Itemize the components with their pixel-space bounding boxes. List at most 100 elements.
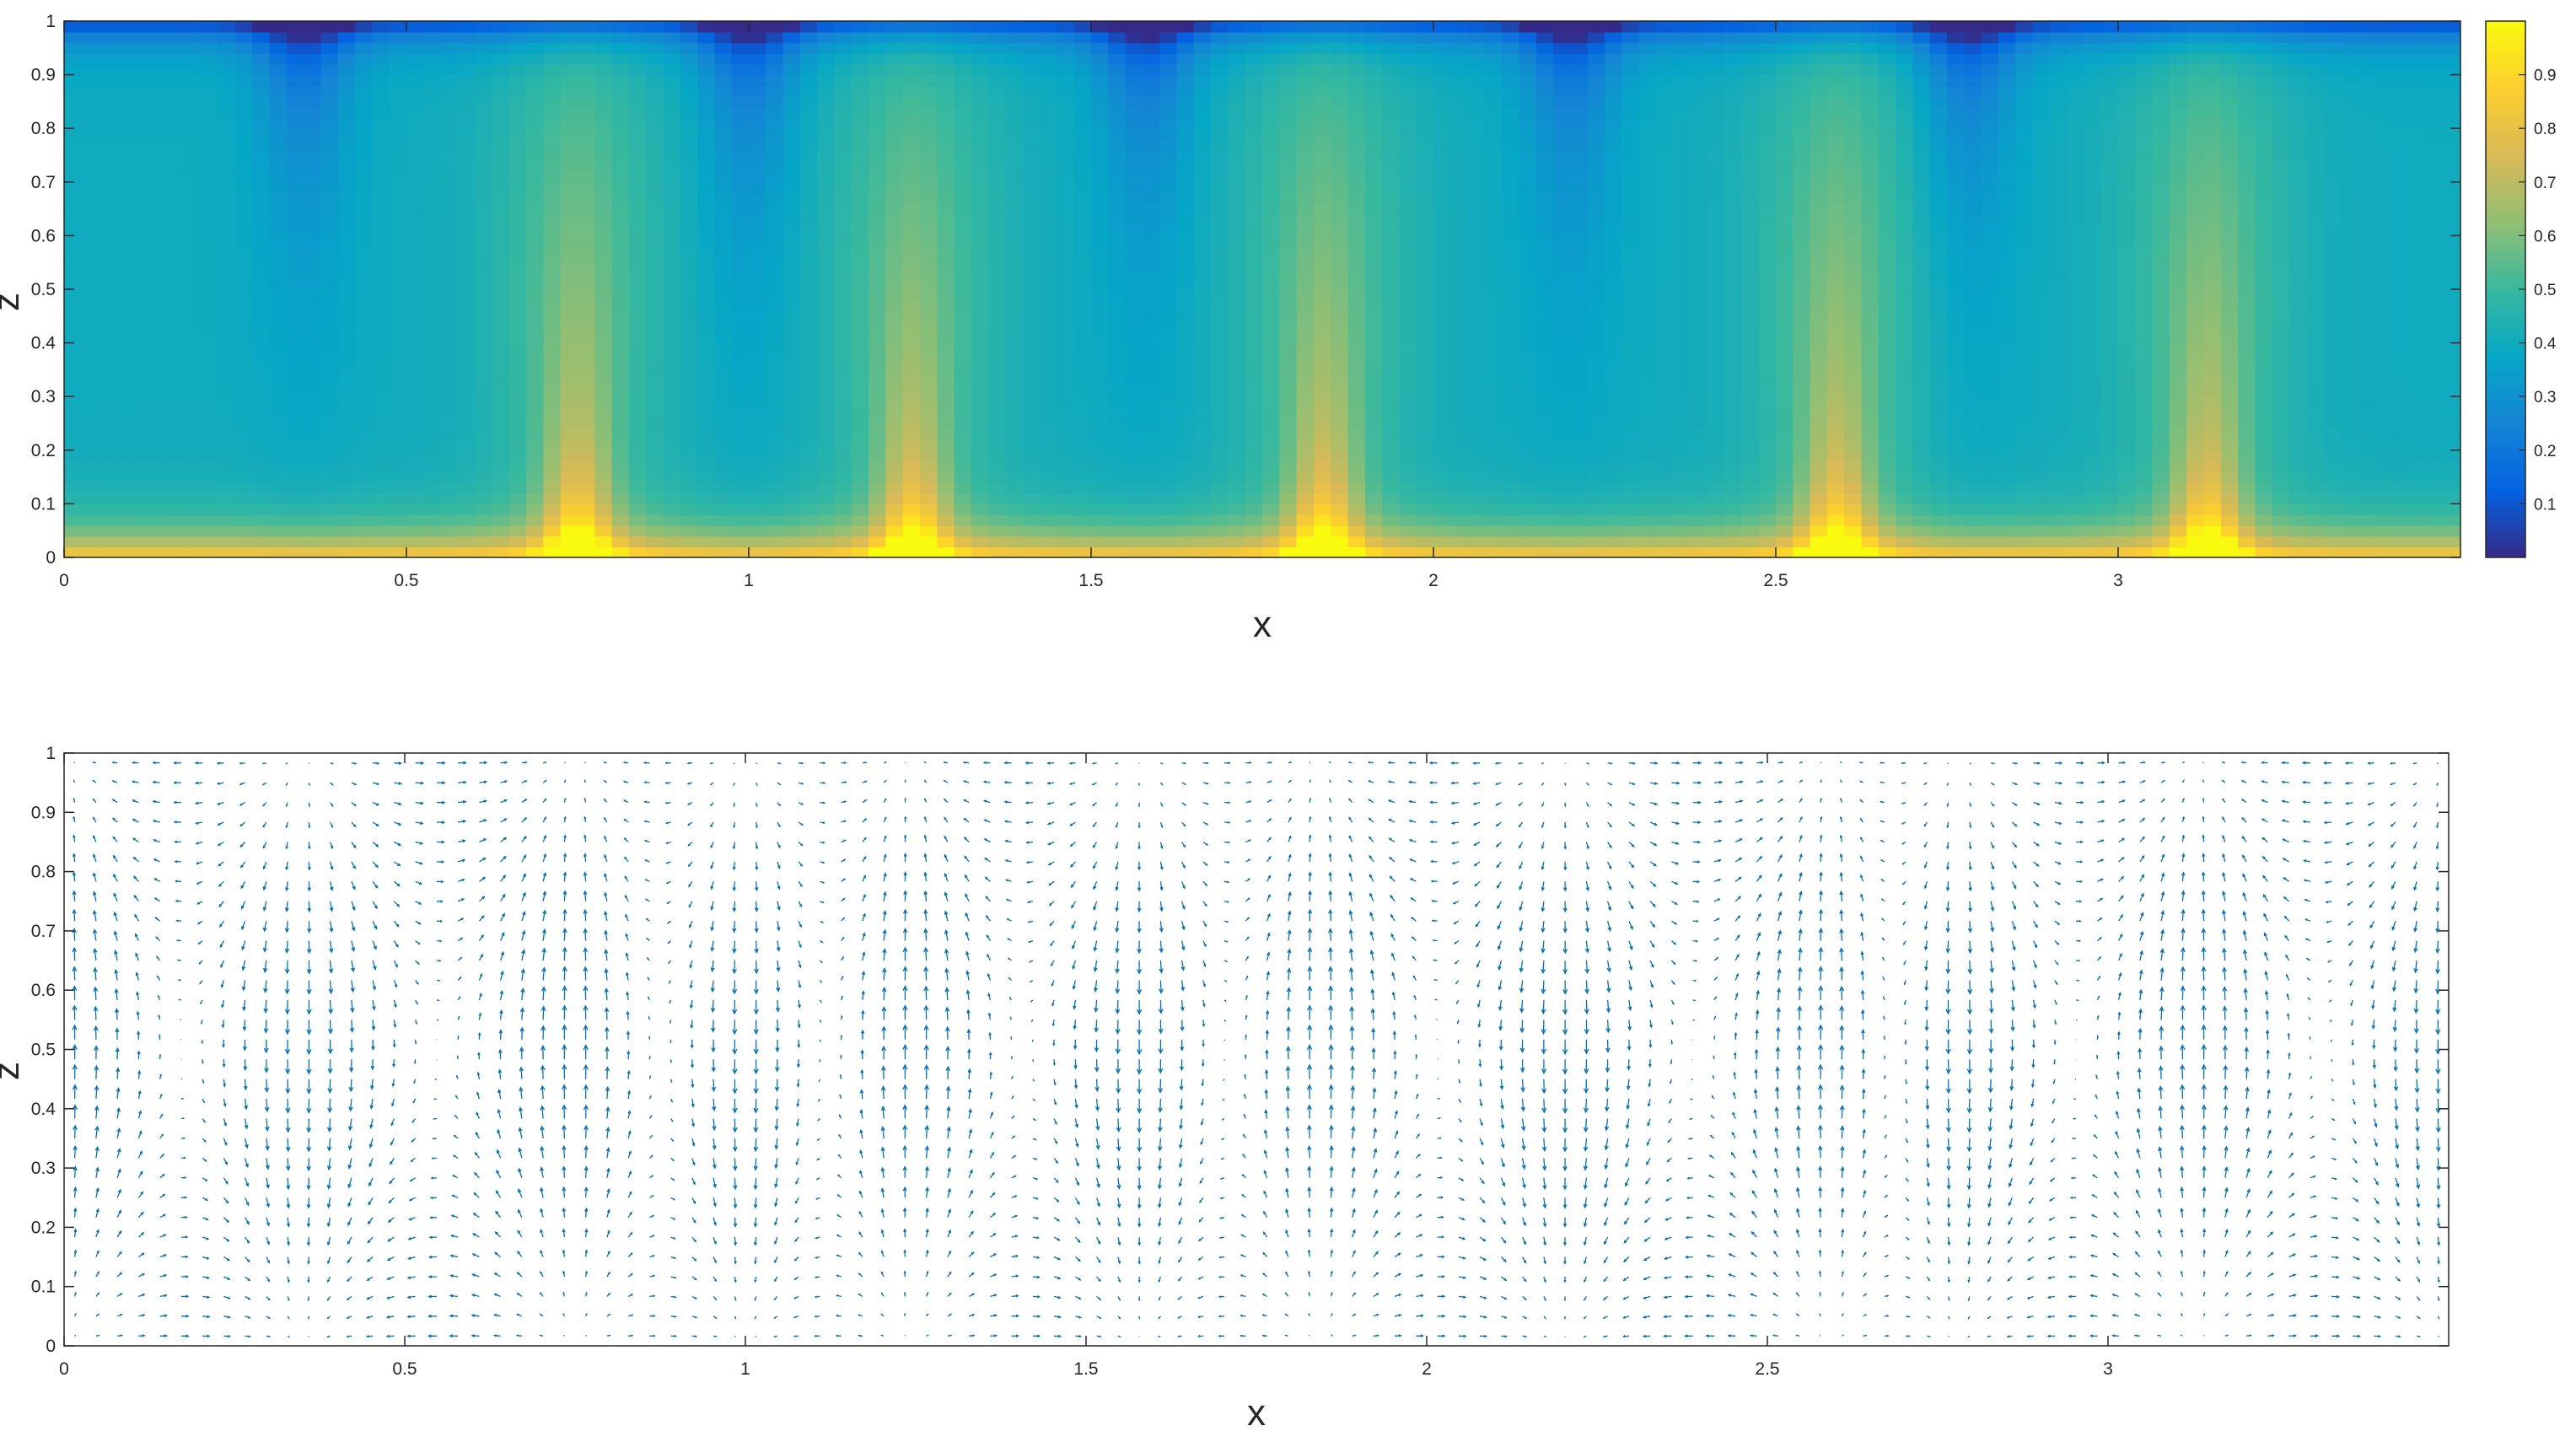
heatmap-cell [1758,171,1777,183]
heatmap-cell [1125,128,1143,140]
heatmap-cell [1690,181,1708,194]
heatmap-cell [1570,364,1589,376]
heatmap-cell [475,31,493,44]
heatmap-cell [1073,21,1092,33]
heatmap-cell [937,106,955,119]
heatmap-cell [1313,53,1331,65]
heatmap-cell [1741,246,1760,258]
heatmap-cell [218,278,236,290]
heatmap-cell [663,224,681,237]
heatmap-cell [697,385,716,397]
heatmap-cell [1484,256,1503,269]
heatmap-cell [885,192,904,204]
heatmap-cell [1347,96,1366,108]
heatmap-cell [834,138,852,151]
heatmap-cell [817,482,836,494]
heatmap-cell [1553,396,1572,408]
heatmap-cell [1382,246,1401,258]
heatmap-cell [423,53,442,65]
heatmap-cell [1091,299,1110,312]
heatmap-cell [1022,96,1041,108]
heatmap-cell [663,535,681,548]
heatmap-cell [132,106,151,119]
heatmap-cell [1073,203,1092,215]
heatmap-cell [817,535,836,548]
heatmap-cell [423,417,442,430]
heatmap-cell [1262,439,1281,451]
heatmap-cell [526,439,545,451]
heatmap-cell [628,471,647,483]
heatmap-cell [1176,460,1195,472]
heatmap-cell [389,181,407,194]
heatmap-cell [920,63,938,76]
heatmap-cell [1638,331,1657,344]
heatmap-cell [98,42,116,54]
heatmap-cell [372,492,390,505]
heatmap-cell [971,406,989,419]
heatmap-cell [1433,449,1452,462]
heatmap-cell [1758,299,1777,312]
heatmap-cell [1519,460,1537,472]
heatmap-cell [252,267,271,280]
heatmap-cell [252,203,271,215]
heatmap-cell [132,214,151,226]
heatmap-cell [1587,406,1605,419]
heatmap-cell [680,492,698,505]
heatmap-cell [184,149,202,162]
heatmap-cell [1605,171,1623,183]
heatmap-cell [98,546,116,557]
heatmap-cell [1621,546,1640,557]
heatmap-cell [1621,514,1640,526]
heatmap-cell [799,525,818,537]
heatmap-cell [594,85,613,97]
heatmap-cell [1570,503,1589,515]
heatmap-cell [1673,331,1691,344]
heatmap-cell [611,525,630,537]
heatmap-cell [1467,310,1486,322]
heatmap-cell [64,525,83,537]
heatmap-cell [1638,353,1657,365]
heatmap-cell [1091,117,1110,129]
heatmap-cell [1621,21,1640,33]
heatmap-cell [1296,181,1315,194]
heatmap-cell [1296,224,1315,237]
heatmap-cell [1467,278,1486,290]
heatmap-cell [1502,342,1520,355]
heatmap-cell [98,181,116,194]
heatmap-cell [1502,203,1520,215]
heatmap-cell [1159,514,1178,526]
heatmap-cell [1279,31,1298,44]
heatmap-cell [731,342,750,355]
heatmap-cell [920,53,938,65]
heatmap-cell [646,149,664,162]
heatmap-cell [1108,74,1127,87]
heatmap-cell [1347,417,1366,430]
heatmap-cell [1091,160,1110,172]
heatmap-cell [1005,128,1024,140]
heatmap-cell [560,385,578,397]
heatmap-cell [1587,439,1605,451]
heatmap-cell [304,535,322,548]
heatmap-cell [1228,417,1246,430]
heatmap-cell [1655,85,1674,97]
heatmap-cell [714,53,733,65]
heatmap-cell [320,396,339,408]
heatmap-cell [1091,21,1110,33]
heatmap-cell [149,546,168,557]
heatmap-cell [1245,471,1263,483]
heatmap-cell [475,449,493,462]
heatmap-cell [286,171,304,183]
heatmap-cell [1416,192,1434,204]
heatmap-cell [1108,21,1127,33]
heatmap-cell [560,546,578,557]
heatmap-cell [81,525,99,537]
heatmap-cell [423,525,442,537]
heatmap-cell [372,278,390,290]
heatmap-cell [1142,482,1160,494]
heatmap-cell [1159,96,1178,108]
heatmap-cell [971,460,989,472]
heatmap-cell [269,246,288,258]
heatmap-cell [1228,460,1246,472]
heatmap-cell [269,117,288,129]
heatmap-cell [680,160,698,172]
